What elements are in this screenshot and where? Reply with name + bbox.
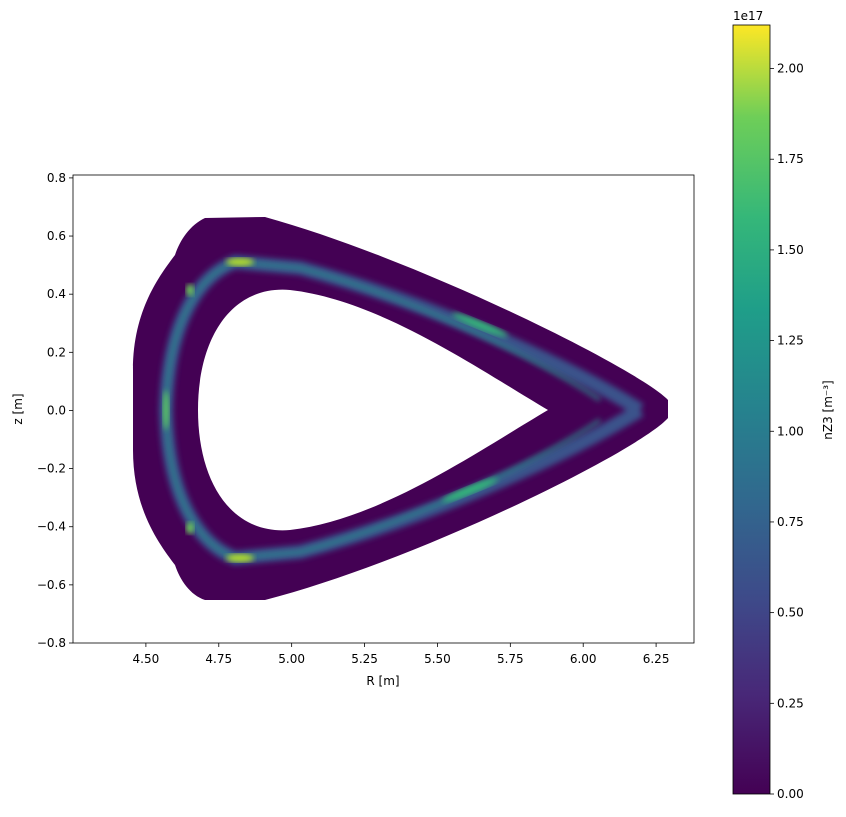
plot-frame [72,174,695,644]
x-tick-label: 6.25 [643,652,670,666]
x-tick-label: 5.50 [424,652,451,666]
colorbar [733,25,770,794]
x-tick-label: 5.75 [497,652,524,666]
colorbar-tick-label: 0.25 [777,696,804,710]
colorbar-tick-label: 1.00 [777,424,804,438]
colorbar-tick-label: 0.75 [777,515,804,529]
y-tick-label: 0.4 [47,287,66,301]
y-tick-label: −0.6 [37,578,66,592]
colorbar-tick-label: 2.00 [777,62,804,76]
colorbar-frame [732,24,771,795]
y-tick-label: −0.2 [37,462,66,476]
colorbar-tick-label: 1.25 [777,334,804,348]
x-tick-label: 4.50 [133,652,160,666]
x-tick-label: 5.25 [351,652,378,666]
x-axis-label: R [m] [366,674,399,688]
y-tick-label: −0.8 [37,636,66,650]
y-tick-label: −0.4 [37,520,66,534]
y-tick-label: 0.6 [47,229,66,243]
y-tick-label: 0.8 [47,171,66,185]
colorbar-tick-label: 0.50 [777,606,804,620]
x-tick-label: 4.75 [205,652,232,666]
colorbar-tick-label: 1.50 [777,243,804,257]
colorbar-label: nZ3 [m⁻³] [821,380,835,439]
colorbar-offset: 1e17 [733,9,763,23]
x-tick-label: 5.00 [278,652,305,666]
y-tick-label: 0.0 [47,403,66,417]
colorbar-tick-label: 0.00 [777,787,804,801]
colorbar-tick-label: 1.75 [777,152,804,166]
y-tick-label: 0.2 [47,345,66,359]
y-axis-label: z [m] [11,393,25,424]
density-image [133,217,668,600]
x-tick-label: 6.00 [570,652,597,666]
